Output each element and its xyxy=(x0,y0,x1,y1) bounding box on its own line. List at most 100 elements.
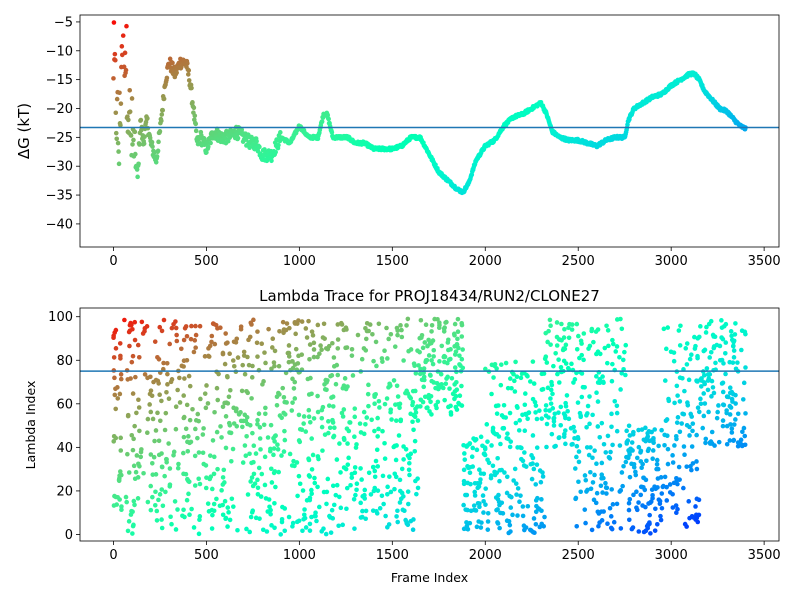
data-point xyxy=(173,404,179,410)
data-point xyxy=(607,505,613,511)
data-point xyxy=(715,409,720,415)
data-point xyxy=(594,351,599,357)
data-point xyxy=(577,410,583,416)
data-point xyxy=(457,362,462,367)
data-point xyxy=(729,333,734,339)
data-point xyxy=(627,474,633,480)
data-point xyxy=(510,512,515,518)
data-point xyxy=(268,422,274,428)
data-point xyxy=(639,484,645,490)
data-point xyxy=(130,531,135,536)
data-point xyxy=(481,510,486,515)
data-point xyxy=(513,420,519,426)
data-point xyxy=(231,421,237,426)
data-point xyxy=(250,363,255,369)
data-point xyxy=(541,371,547,376)
data-point xyxy=(683,346,689,351)
data-point xyxy=(180,513,185,519)
data-point xyxy=(584,445,590,450)
data-point xyxy=(222,361,228,367)
data-point xyxy=(530,461,535,466)
data-point xyxy=(682,388,687,394)
data-point xyxy=(569,361,574,367)
data-point xyxy=(560,347,566,353)
data-point xyxy=(574,346,580,352)
y-tick-label: −20 xyxy=(46,102,73,117)
data-point xyxy=(268,512,273,517)
data-point xyxy=(132,337,138,343)
data-point xyxy=(681,411,687,417)
data-point xyxy=(652,427,658,432)
data-point xyxy=(495,507,500,512)
data-point xyxy=(251,471,257,477)
data-point xyxy=(290,376,295,382)
data-point xyxy=(743,365,748,370)
data-point xyxy=(630,525,636,530)
data-point xyxy=(731,437,737,443)
data-point xyxy=(500,511,506,516)
y-tick-label: 0 xyxy=(65,528,73,543)
data-point xyxy=(428,373,433,378)
data-point xyxy=(610,442,615,448)
data-point xyxy=(262,454,268,460)
data-point xyxy=(709,378,715,384)
data-point xyxy=(241,349,247,355)
data-point xyxy=(548,387,554,393)
data-point xyxy=(668,349,674,355)
data-point xyxy=(619,326,625,332)
data-point xyxy=(735,443,741,449)
data-point xyxy=(179,363,185,369)
data-point xyxy=(276,469,281,475)
data-point xyxy=(674,478,679,484)
data-point xyxy=(513,481,519,486)
data-point xyxy=(118,101,124,106)
data-point xyxy=(742,329,748,335)
data-point xyxy=(525,416,530,422)
data-point xyxy=(190,100,195,105)
data-point xyxy=(497,478,502,484)
data-point xyxy=(733,366,739,372)
data-point xyxy=(634,489,639,495)
data-point xyxy=(624,428,629,434)
data-point xyxy=(263,411,268,417)
data-point xyxy=(662,474,668,480)
data-point xyxy=(455,316,461,322)
data-point xyxy=(397,405,402,411)
data-point xyxy=(720,418,726,423)
lambda-y-axis: 0 20 40 60 80 100 xyxy=(48,310,80,543)
data-point xyxy=(595,327,601,332)
data-point xyxy=(686,377,692,383)
data-point xyxy=(425,343,430,349)
data-point xyxy=(585,403,591,409)
data-point xyxy=(690,421,696,426)
data-point xyxy=(159,464,165,470)
data-point xyxy=(609,526,615,532)
data-point xyxy=(401,444,406,449)
data-point xyxy=(117,391,123,397)
data-point xyxy=(243,453,249,458)
data-point xyxy=(262,482,268,488)
data-point xyxy=(130,447,136,453)
data-point xyxy=(518,493,523,498)
data-point xyxy=(421,384,427,390)
data-point xyxy=(426,337,431,343)
data-point xyxy=(185,61,190,66)
data-point xyxy=(372,428,377,434)
data-point xyxy=(477,467,482,473)
data-point xyxy=(614,428,620,434)
data-point xyxy=(727,359,732,365)
data-point xyxy=(386,385,391,390)
data-point xyxy=(307,521,313,527)
data-point xyxy=(162,473,167,479)
y-tick-label: −25 xyxy=(46,131,73,146)
data-point xyxy=(220,512,226,518)
data-point xyxy=(659,427,664,433)
data-point xyxy=(113,327,119,333)
data-point xyxy=(131,436,136,442)
data-point xyxy=(297,481,303,487)
data-point xyxy=(741,380,747,386)
data-point xyxy=(481,499,486,504)
data-point xyxy=(177,375,182,381)
data-point xyxy=(562,326,567,332)
data-point xyxy=(406,501,411,507)
